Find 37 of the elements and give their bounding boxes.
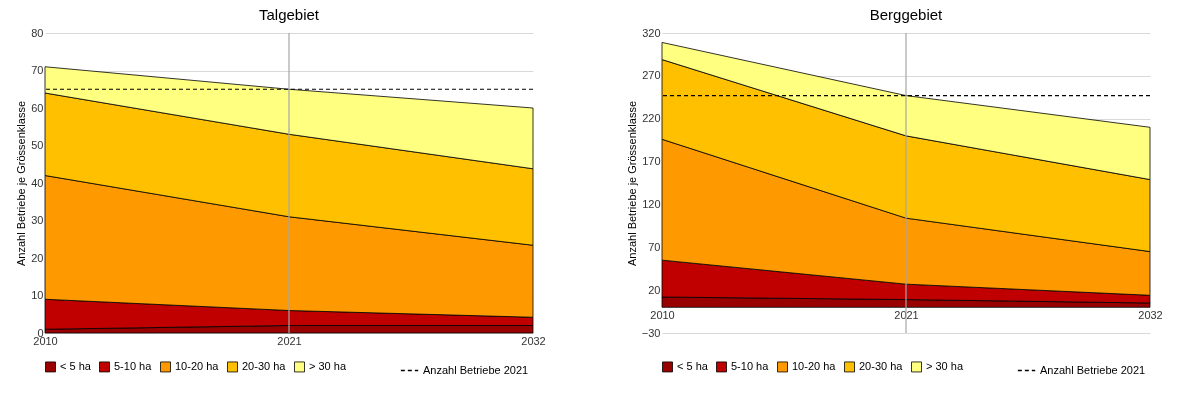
y-tick-label: 70 — [31, 64, 44, 76]
y-axis-title: Anzahl Betriebe je Grössenklasse — [15, 100, 28, 267]
chart-title: Talgebiet — [258, 6, 320, 23]
y-tick-label: 40 — [31, 176, 44, 189]
y-tick-label: 10 — [31, 289, 44, 301]
legend-label: 20-30 ha — [859, 359, 904, 372]
y-tick-label: 30 — [31, 214, 44, 226]
y-tick-label: 60 — [31, 101, 44, 114]
y-tick-label: 270 — [642, 69, 661, 82]
y-tick-label: 50 — [31, 139, 44, 151]
x-tick-label: 2032 — [1138, 308, 1163, 321]
y-tick-label: 20 — [648, 283, 661, 296]
legend-label: 10-20 ha — [792, 359, 837, 372]
legend-label: Anzahl Betriebe 2021 — [1040, 363, 1146, 376]
legend-label: 5-10 ha — [114, 359, 153, 372]
x-tick-label: 2021 — [277, 334, 302, 347]
legend-label: 10-20 ha — [175, 359, 220, 372]
legend-label: > 30 ha — [309, 359, 347, 372]
y-tick-label: 80 — [31, 26, 44, 39]
legend-label: < 5 ha — [677, 359, 709, 372]
x-tick-label: 2032 — [521, 334, 546, 347]
y-axis-title: Anzahl Betriebe je Grössenklasse — [625, 100, 638, 267]
y-tick-label: 120 — [642, 197, 661, 210]
x-tick-label: 2021 — [894, 308, 919, 321]
x-tick-label: 2010 — [650, 308, 675, 321]
legend-label: Anzahl Betriebe 2021 — [423, 363, 529, 376]
y-tick-label: 20 — [31, 251, 44, 264]
chart-title: Berggebiet — [869, 6, 944, 23]
y-tick-label: 170 — [642, 155, 661, 168]
legend-label: > 30 ha — [926, 359, 964, 372]
legend-label: < 5 ha — [60, 359, 92, 372]
y-tick-label: −30 — [641, 326, 661, 339]
y-tick-label: 320 — [642, 26, 661, 39]
y-tick-label: 220 — [642, 112, 661, 125]
legend-label: 5-10 ha — [731, 359, 770, 372]
legend-label: 20-30 ha — [242, 359, 287, 372]
y-tick-label: 70 — [648, 240, 661, 253]
